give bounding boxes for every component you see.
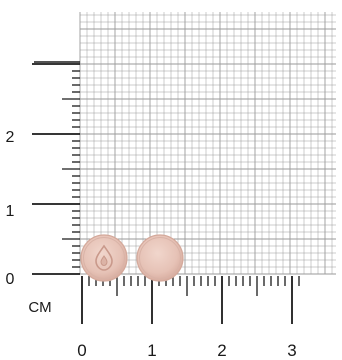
unit-label-cm: CM (28, 299, 51, 316)
x-label-0: 0 (77, 341, 86, 360)
y-label-0: 0 (6, 271, 15, 288)
tablet-right (136, 234, 184, 282)
x-label-3: 3 (287, 341, 296, 360)
x-label-2: 2 (217, 341, 226, 360)
vertical-ruler (32, 61, 80, 275)
drop-mark-icon (95, 244, 113, 271)
graph-paper-grid (79, 12, 336, 275)
horizontal-ruler (81, 276, 300, 324)
tablet-left (80, 234, 128, 282)
y-label-2: 2 (6, 129, 15, 146)
y-label-1: 1 (6, 203, 15, 220)
x-label-1: 1 (147, 341, 156, 360)
